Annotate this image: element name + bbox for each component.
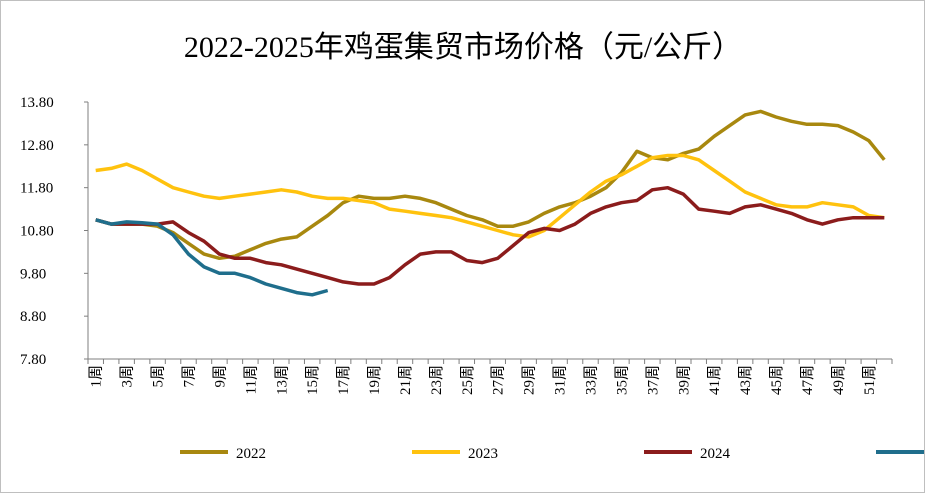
x-tick-label: 33周 xyxy=(583,365,600,395)
x-tick-label: 23周 xyxy=(428,365,445,395)
x-tick-label: 51周 xyxy=(861,365,878,395)
x-tick-label: 37周 xyxy=(644,365,661,395)
x-tick-label: 41周 xyxy=(706,365,723,395)
x-tick-label: 19周 xyxy=(366,365,383,395)
x-tick-label: 45周 xyxy=(768,365,785,395)
x-tick-label: 5周 xyxy=(150,365,167,388)
y-tick-label: 12.80 xyxy=(20,138,54,154)
chart-title: 2022-2025年鸡蛋集贸市场价格（元/公斤） xyxy=(184,31,742,64)
x-tick-label: 49周 xyxy=(830,365,847,395)
series-line xyxy=(95,153,885,239)
x-tick-label: 35周 xyxy=(613,365,630,395)
x-tick-label: 7周 xyxy=(181,365,198,388)
x-tick-label: 25周 xyxy=(459,365,476,395)
x-tick-label: 39周 xyxy=(675,365,692,395)
y-tick-label: 8.80 xyxy=(20,309,46,325)
series-line xyxy=(95,185,885,286)
x-tick-label: 11周 xyxy=(242,365,259,394)
x-tick-label: 1周 xyxy=(88,365,105,388)
y-tick-label: 10.80 xyxy=(20,224,54,240)
x-tick-label: 43周 xyxy=(737,365,754,395)
legend-label: 2024 xyxy=(700,446,731,462)
y-tick-label: 9.80 xyxy=(20,266,46,282)
series-line xyxy=(95,218,329,297)
x-tick-label: 21周 xyxy=(397,365,414,395)
x-tick-label: 31周 xyxy=(552,365,569,395)
x-tick-label: 3周 xyxy=(119,365,136,388)
x-tick-label: 47周 xyxy=(799,365,816,395)
y-tick-label: 7.80 xyxy=(20,352,46,368)
x-tick-label: 13周 xyxy=(273,365,290,395)
x-tick-label: 17周 xyxy=(335,365,352,395)
x-tick-label: 29周 xyxy=(521,365,538,395)
legend-label: 2023 xyxy=(468,446,498,462)
y-tick-label: 13.80 xyxy=(20,95,54,111)
x-tick-label: 9周 xyxy=(211,365,228,388)
y-tick-label: 11.80 xyxy=(20,181,53,197)
x-tick-label: 15周 xyxy=(304,365,321,395)
legend-label: 2022 xyxy=(236,446,266,462)
x-tick-label: 27周 xyxy=(490,365,507,395)
